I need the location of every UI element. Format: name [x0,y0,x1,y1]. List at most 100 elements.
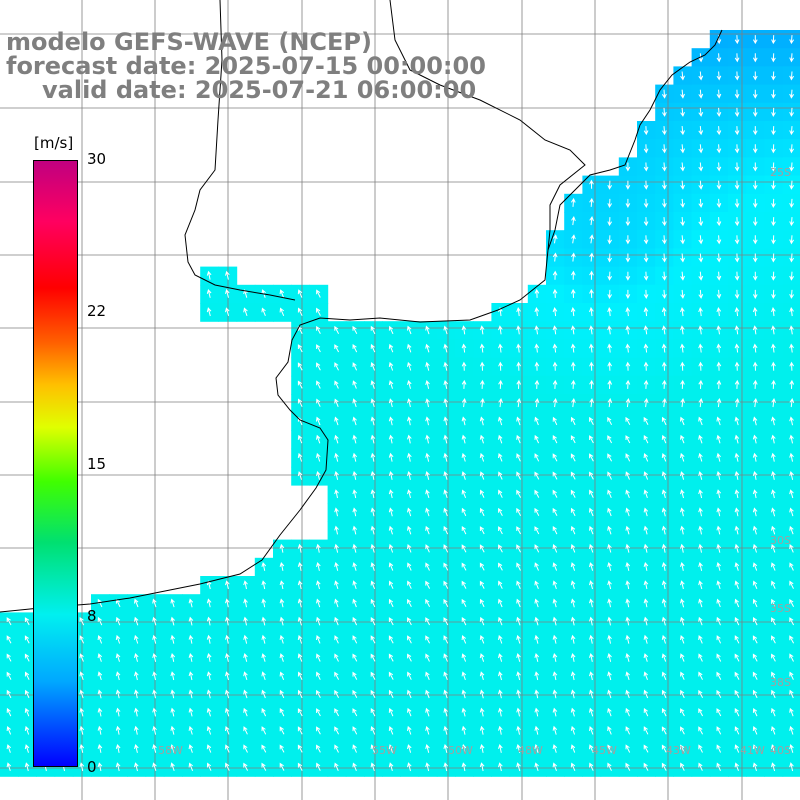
wind-arrow [661,489,667,499]
wind-arrow [607,416,613,426]
wind-arrow [334,525,339,535]
wind-arrow [734,452,740,462]
wind-arrow [115,725,121,735]
wind-arrow [79,707,84,717]
wind-arrow [680,71,685,81]
wind-arrow [388,598,394,608]
wind-arrow [771,271,776,281]
wind-arrow [771,544,776,553]
colorbar-tick-15: 15 [87,455,107,473]
wind-arrow [734,489,740,499]
wind-arrow [625,180,631,190]
wind-arrow [607,762,612,771]
wind-arrow [698,762,703,771]
wind-arrow [570,435,576,444]
wind-arrow [443,762,449,772]
wind-arrow [498,361,503,371]
wind-arrow [352,653,358,662]
wind-arrow [115,743,121,753]
wind-arrow [115,689,121,699]
wind-arrow [771,744,776,753]
wind-arrow [352,507,358,517]
wind-arrow [680,180,685,190]
wind-arrow [589,325,594,335]
wind-arrow [206,288,212,298]
wind-arrow [716,53,722,63]
wind-arrow [6,762,12,772]
wind-arrow [734,53,740,63]
wind-arrow [680,653,685,662]
wind-arrow [316,744,321,753]
wind-arrow [370,653,376,662]
wind-arrow [570,252,576,262]
wind-arrow [97,671,103,681]
wind-arrow [552,416,558,426]
colorbar [33,160,78,767]
wind-arrow [297,671,303,680]
wind-arrow [443,379,449,389]
wind-arrow [6,653,12,662]
wind-arrow [370,380,376,389]
wind-arrow [297,708,303,717]
wind-arrow [607,543,612,553]
wind-arrow [534,526,540,535]
wind-arrow [498,343,503,353]
wind-arrow [789,635,795,644]
wind-arrow [625,361,631,371]
wind-arrow [698,561,703,571]
wind-arrow [625,507,630,517]
wind-arrow [24,689,30,699]
wind-arrow [97,707,103,717]
wind-arrow [752,507,758,517]
wind-arrow [625,416,631,426]
wind-arrow [134,671,139,681]
wind-arrow [115,653,121,662]
wind-arrow [516,616,521,626]
wind-arrow [316,470,321,480]
wind-arrow [570,525,576,535]
wind-arrow [534,762,539,772]
wind-arrow [698,325,703,335]
wind-arrow [716,708,722,717]
wind-arrow [570,652,576,662]
wind-arrow [698,452,703,462]
wind-arrow [6,689,12,699]
wind-arrow [716,89,722,99]
wind-arrow [771,253,776,263]
wind-arrow [661,653,667,662]
wind-arrow [206,580,212,590]
wind-arrow [661,525,667,535]
wind-arrow [643,434,649,444]
wind-arrow [552,270,558,280]
wind-arrow [352,562,357,571]
wind-arrow [6,671,12,680]
wind-arrow [643,634,649,644]
lat-label: 38S [770,676,791,689]
wind-arrow [570,270,576,280]
wind-arrow [771,525,776,535]
wind-arrow [771,325,776,335]
wind-arrow [716,598,721,608]
wind-arrow [752,271,758,281]
wind-arrow [297,653,303,662]
wind-arrow [443,725,448,735]
wind-arrow [552,434,558,444]
wind-arrow [643,162,649,172]
wind-arrow [607,507,612,517]
wind-arrow [225,689,230,699]
wind-arrow [680,379,685,389]
wind-arrow [352,343,358,353]
wind-arrow [716,217,722,227]
wind-arrow [479,616,485,626]
wind-arrow [79,743,85,753]
wind-arrow [752,35,758,45]
wind-arrow [152,598,157,608]
wind-arrow [752,53,758,63]
wind-arrow [734,217,740,227]
wind-arrow [625,671,630,681]
wind-arrow [425,617,431,626]
wind-arrow [479,544,485,553]
wind-arrow [352,452,358,462]
wind-arrow [752,144,758,154]
wind-arrow [771,416,776,426]
